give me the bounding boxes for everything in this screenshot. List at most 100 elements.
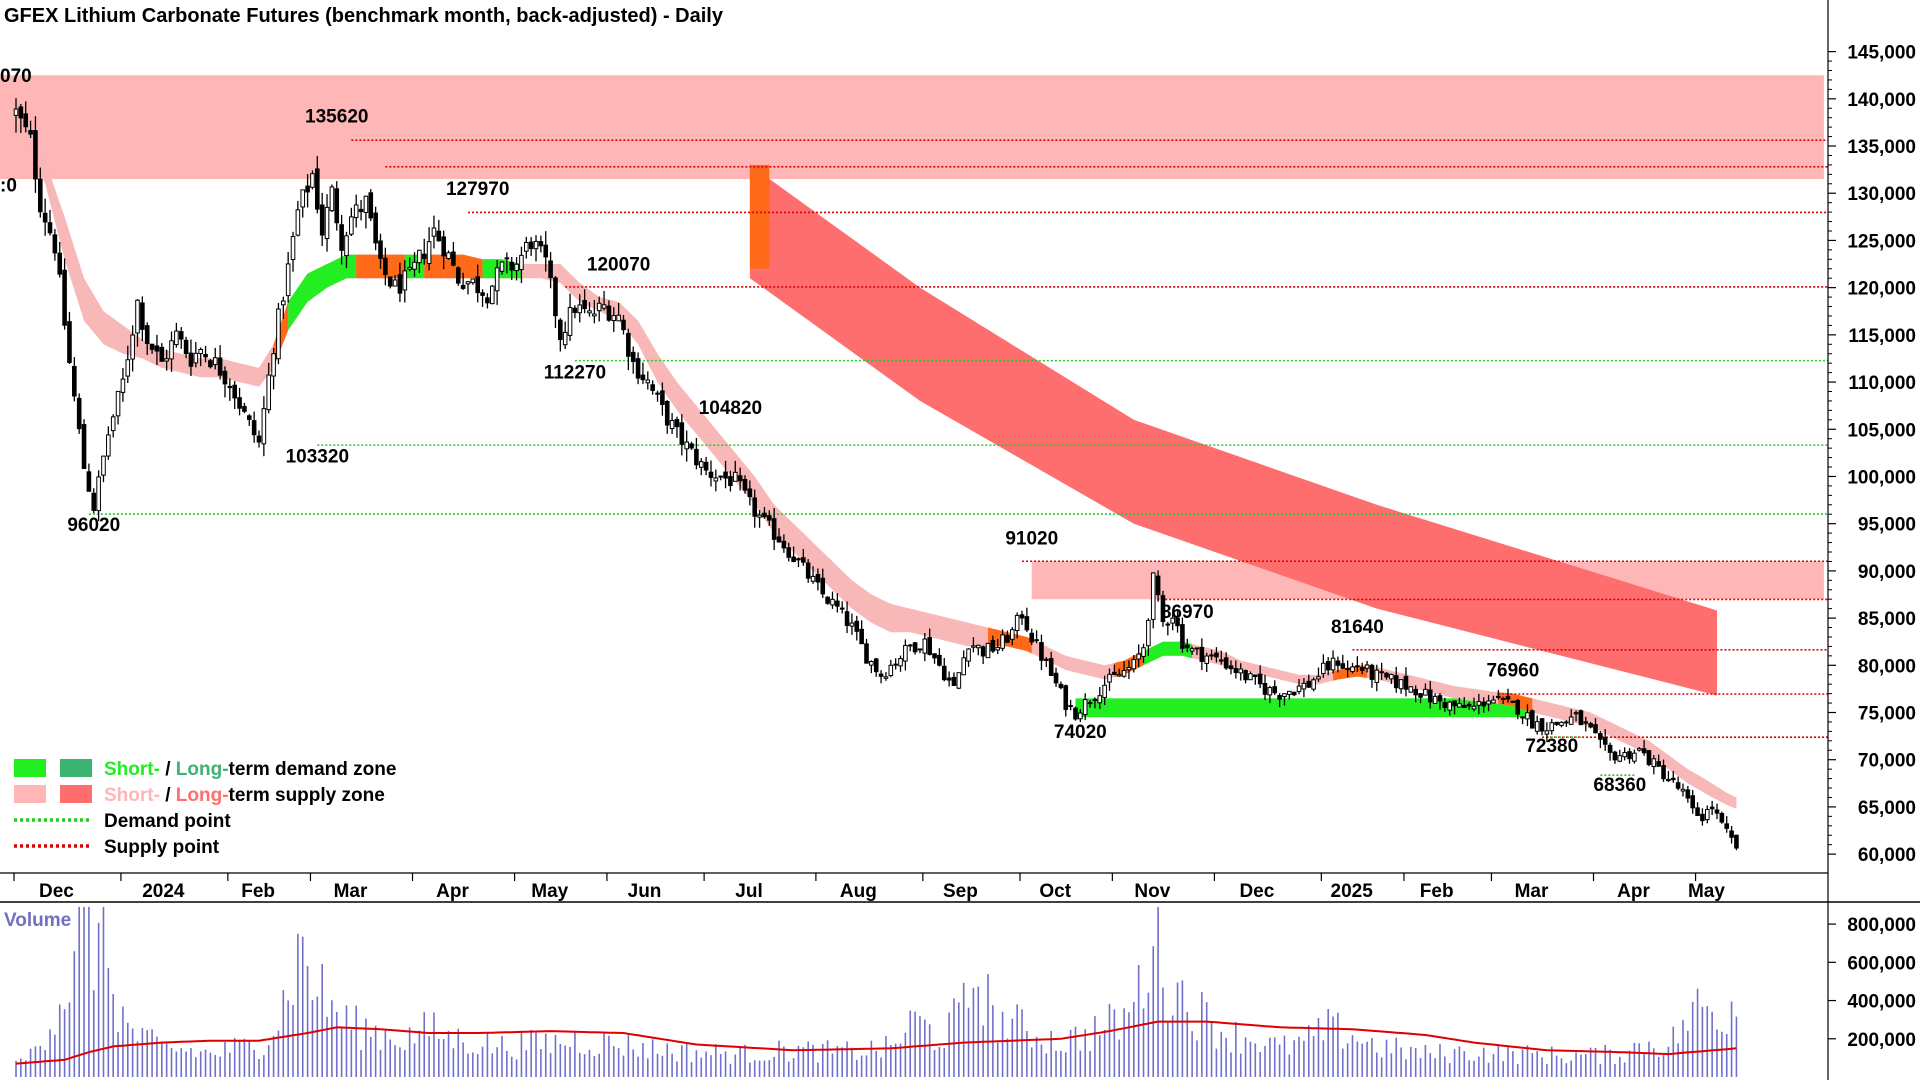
- candle-body: [455, 267, 461, 284]
- legend-swatch-short-1: [14, 785, 46, 803]
- candle-body: [1194, 647, 1200, 650]
- candle-body: [1632, 752, 1637, 762]
- candle-body: [417, 249, 422, 264]
- candle-body: [1044, 658, 1049, 661]
- candle-body: [475, 276, 480, 294]
- candle-body: [1131, 659, 1137, 670]
- candle-body: [592, 313, 597, 317]
- candle-body: [42, 212, 48, 223]
- price-label-10: 86970: [1161, 602, 1214, 623]
- candle-body: [208, 360, 213, 368]
- candle-body: [1700, 813, 1705, 822]
- candle-body: [1573, 712, 1579, 715]
- candle-body: [1534, 721, 1540, 732]
- candle-body: [193, 352, 199, 364]
- candle-body: [577, 304, 583, 314]
- candle-body: [1029, 632, 1035, 643]
- candle-body: [1651, 758, 1657, 768]
- candle-body: [324, 206, 330, 240]
- candle-body: [18, 106, 24, 119]
- candle-body: [1389, 673, 1394, 680]
- candle-body: [966, 648, 971, 662]
- candle-body: [839, 607, 845, 610]
- candle-body: [1355, 665, 1360, 668]
- candle-body: [1272, 686, 1278, 694]
- candle-body: [801, 557, 806, 563]
- candle-body: [271, 353, 276, 377]
- candle-body: [140, 302, 145, 330]
- candle-body: [859, 628, 864, 645]
- y-axis-bg: [1828, 0, 1920, 1080]
- candle-body: [431, 227, 437, 237]
- candle-body: [805, 562, 811, 579]
- candle-body: [130, 334, 135, 360]
- x-tick-label: May: [1688, 881, 1725, 902]
- candle-body: [1296, 685, 1302, 692]
- candle-body: [344, 235, 349, 257]
- candle-body: [368, 192, 374, 219]
- y-tick-label: 70,000: [1858, 751, 1916, 772]
- candle-body: [1704, 809, 1710, 821]
- y-tick-label: 120,000: [1847, 279, 1916, 300]
- candle-body: [52, 234, 58, 254]
- candle-body: [1588, 723, 1593, 728]
- candle-body: [1539, 718, 1545, 732]
- candle-body: [397, 274, 403, 294]
- candle-body: [669, 420, 675, 430]
- candle-body: [1291, 691, 1297, 696]
- candle-body: [1048, 658, 1054, 676]
- candle-body: [1729, 830, 1734, 838]
- candle-body: [1617, 755, 1623, 762]
- candle-body: [660, 390, 665, 405]
- legend-label-0: Short- / Long-term demand zone: [104, 759, 396, 780]
- candle-body: [101, 455, 106, 476]
- candle-body: [1369, 664, 1375, 680]
- chart-title: GFEX Lithium Carbonate Futures (benchmar…: [4, 5, 724, 27]
- demand-supply-points-layer: [88, 139, 1828, 776]
- x-tick-label: 2024: [142, 881, 185, 902]
- candle-body: [975, 644, 981, 649]
- candle-body: [1559, 721, 1564, 726]
- candle-body: [1447, 701, 1453, 711]
- price-label-2: 135620: [305, 106, 368, 127]
- x-tick-label: Nov: [1134, 881, 1170, 902]
- candle-body: [1073, 707, 1078, 720]
- candle-body: [421, 253, 427, 259]
- candle-body: [1214, 652, 1219, 658]
- candle-body: [1398, 679, 1404, 690]
- candle-body: [961, 657, 967, 676]
- candle-body: [1325, 660, 1331, 671]
- candle-body: [835, 600, 840, 607]
- candle-body: [1340, 663, 1346, 669]
- candle-body: [188, 352, 194, 367]
- candle-body: [1146, 619, 1151, 647]
- candle-body: [13, 108, 19, 116]
- candle-body: [1500, 697, 1506, 700]
- candle-body: [582, 299, 587, 310]
- x-tick-label: Jun: [628, 881, 662, 902]
- volume-label: Volume: [4, 910, 71, 931]
- candle-body: [285, 263, 291, 297]
- candle-body: [334, 188, 340, 224]
- candle-body: [791, 556, 796, 563]
- candle-body: [1107, 673, 1112, 683]
- y-tick-label: 85,000: [1858, 609, 1916, 630]
- candle-body: [1160, 595, 1166, 623]
- candle-body: [1233, 668, 1239, 673]
- candle-body: [1461, 704, 1467, 709]
- candle-body: [1598, 733, 1603, 740]
- candle-body: [1393, 675, 1399, 689]
- candle-body: [1155, 575, 1161, 596]
- x-tick-label: Oct: [1039, 881, 1071, 902]
- candle-body: [538, 241, 544, 247]
- candle-body: [893, 663, 898, 666]
- candle-body: [1209, 654, 1214, 657]
- candle-body: [898, 658, 903, 667]
- candle-body: [1330, 657, 1336, 671]
- candle-body: [1554, 721, 1559, 725]
- candle-body: [937, 654, 942, 666]
- candle-body: [290, 236, 296, 260]
- band-segment-7: [988, 627, 1032, 654]
- candle-body: [941, 665, 947, 681]
